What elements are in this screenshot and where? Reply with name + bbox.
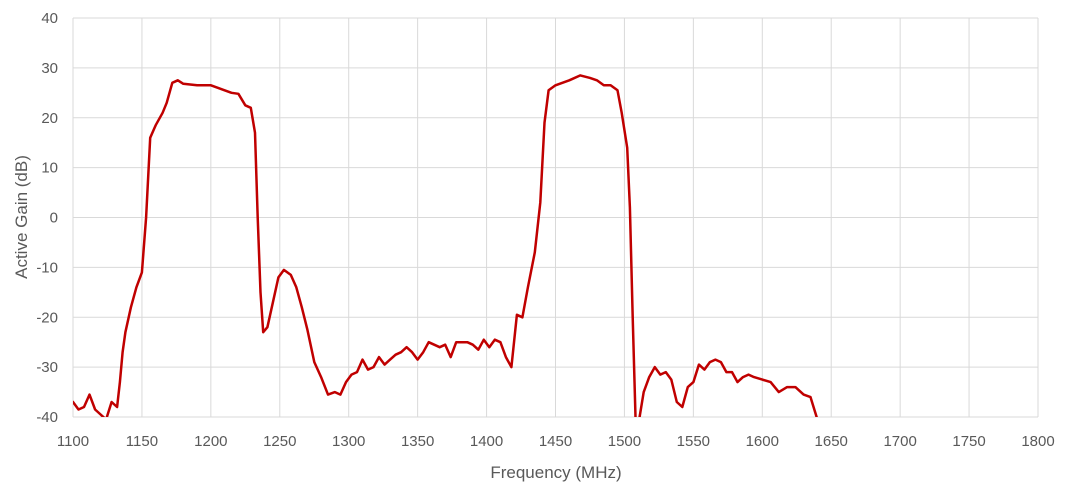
y-tick-label: 40	[41, 10, 58, 27]
y-tick-label: 20	[41, 110, 58, 127]
x-tick-label: 1500	[608, 433, 641, 450]
x-tick-label: 1400	[470, 433, 503, 450]
y-tick-label: 10	[41, 160, 58, 177]
series-line-1	[73, 74, 818, 417]
x-axis-ticks: 1100 1150 1200 1250 1300 1350 1400 1450 1500 1550…	[57, 433, 1055, 450]
y-tick-label: 30	[41, 60, 58, 77]
x-tick-label: 1600	[746, 433, 779, 450]
x-axis-title: Frequency (MHz)	[490, 463, 621, 482]
y-tick-label: 0	[50, 210, 58, 227]
x-tick-label: 1800	[1021, 433, 1054, 450]
y-tick-label: -10	[36, 259, 58, 276]
x-tick-label: 1700	[883, 433, 916, 450]
x-tick-label: 1450	[539, 433, 572, 450]
x-tick-label: 1150	[126, 433, 158, 450]
y-tick-label: -40	[36, 409, 58, 426]
x-tick-label: 1550	[677, 433, 710, 450]
y-axis-ticks: -40 -30 -20 -10 0 10 20 30 40	[36, 10, 58, 426]
x-tick-label: 1350	[401, 433, 434, 450]
gridlines	[72, 17, 1039, 418]
x-tick-label: 1250	[263, 433, 296, 450]
y-tick-label: -20	[36, 309, 58, 326]
y-tick-label: -30	[36, 359, 58, 376]
x-tick-label: 1750	[952, 433, 985, 450]
x-tick-label: 1100	[57, 433, 89, 450]
y-axis-title: Active Gain (dB)	[12, 155, 31, 279]
x-tick-label: 1650	[815, 433, 848, 450]
x-tick-label: 1300	[332, 433, 365, 450]
x-tick-label: 1200	[194, 433, 227, 450]
series-group	[73, 74, 818, 417]
